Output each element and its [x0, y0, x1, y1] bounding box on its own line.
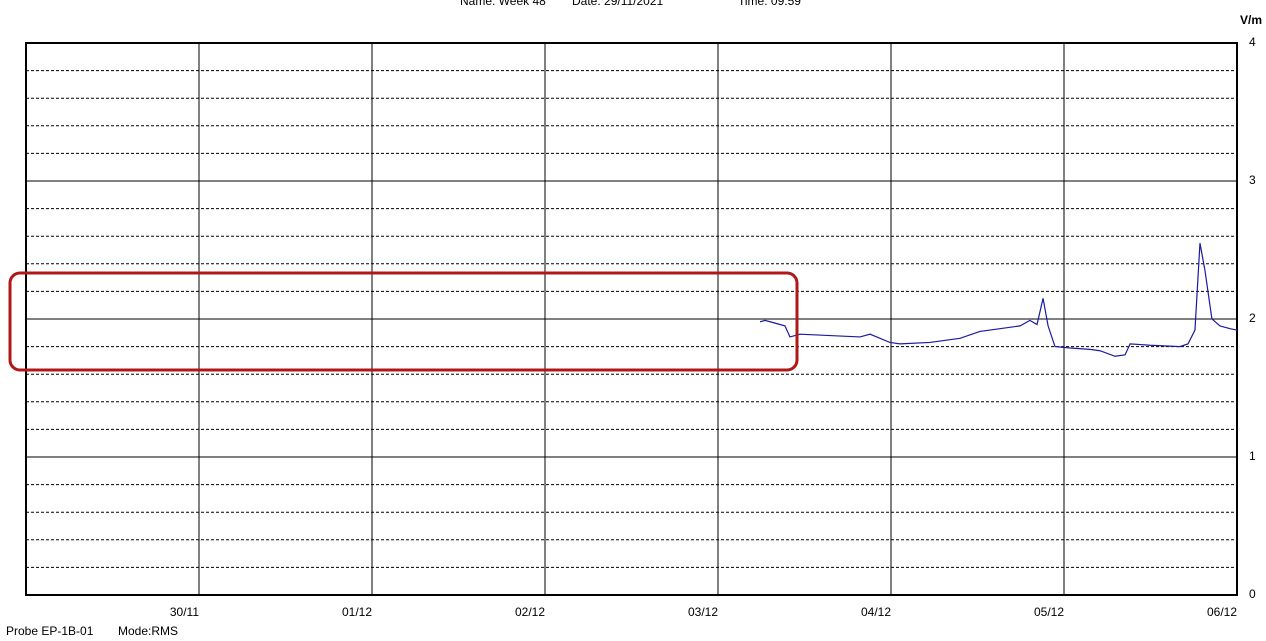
y-tick-label: 0 — [1249, 587, 1256, 601]
mode-label: Mode:RMS — [118, 624, 178, 638]
data-line — [759, 242, 1238, 357]
y-tick-label: 4 — [1249, 35, 1256, 49]
y-unit: V/m — [1240, 13, 1262, 27]
x-tick-label: 05/12 — [1034, 605, 1064, 619]
x-tick-label: 04/12 — [861, 605, 891, 619]
x-tick-label: 03/12 — [688, 605, 718, 619]
y-tick-label: 3 — [1249, 173, 1256, 187]
x-tick-label: 30/11 — [170, 605, 199, 619]
header-name: Name: Week 48 — [460, 0, 546, 8]
plot-frame — [25, 42, 1238, 596]
x-tick-label: 02/12 — [515, 605, 545, 619]
y-tick-label: 2 — [1249, 311, 1256, 325]
y-tick-label: 1 — [1249, 449, 1256, 463]
x-tick-label: 06/12 — [1207, 605, 1237, 619]
header-date: Date: 29/11/2021 — [572, 0, 664, 8]
probe-label: Probe EP-1B-01 — [6, 624, 94, 638]
highlight-box — [8, 271, 799, 372]
header-time: Time: 09:59 — [738, 0, 801, 8]
x-tick-label: 01/12 — [342, 605, 372, 619]
